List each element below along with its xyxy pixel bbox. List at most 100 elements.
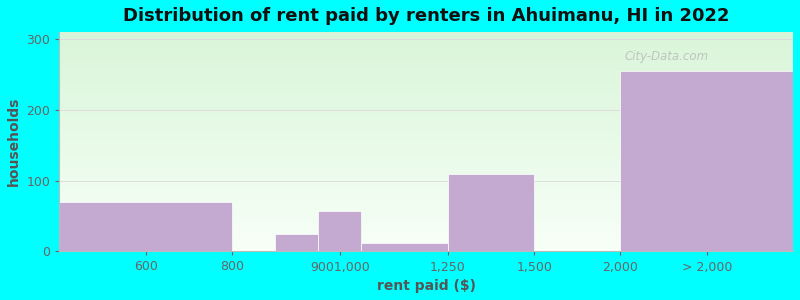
Bar bbox=[59, 228, 793, 230]
Bar bbox=[59, 175, 793, 176]
Bar bbox=[59, 70, 793, 72]
Bar bbox=[59, 163, 793, 164]
Bar bbox=[59, 81, 793, 83]
Bar bbox=[59, 202, 793, 203]
Bar bbox=[59, 189, 793, 190]
Bar bbox=[59, 42, 793, 43]
Bar bbox=[59, 99, 793, 100]
Bar bbox=[59, 215, 793, 216]
Bar bbox=[59, 143, 793, 144]
Bar bbox=[59, 90, 793, 91]
Bar bbox=[59, 49, 793, 50]
Bar bbox=[59, 69, 793, 70]
Bar bbox=[59, 61, 793, 62]
Bar bbox=[59, 56, 793, 57]
Bar bbox=[59, 176, 793, 177]
Bar bbox=[59, 225, 793, 226]
Bar bbox=[59, 219, 793, 220]
Bar bbox=[59, 148, 793, 149]
Bar bbox=[59, 201, 793, 202]
Bar bbox=[318, 211, 362, 251]
Bar bbox=[59, 74, 793, 75]
Bar bbox=[448, 174, 534, 251]
Bar bbox=[59, 119, 793, 120]
Bar bbox=[59, 247, 793, 248]
Bar bbox=[59, 145, 793, 146]
Bar bbox=[59, 50, 793, 51]
Bar bbox=[59, 242, 793, 243]
Bar bbox=[59, 84, 793, 85]
Bar bbox=[59, 66, 793, 67]
Bar bbox=[59, 171, 793, 172]
Bar bbox=[59, 33, 793, 34]
Bar bbox=[59, 92, 793, 94]
Bar bbox=[59, 230, 793, 231]
Bar bbox=[59, 78, 793, 79]
Bar bbox=[59, 34, 793, 35]
Bar bbox=[59, 40, 793, 41]
Bar bbox=[59, 184, 793, 186]
Bar bbox=[59, 58, 793, 59]
Text: City-Data.com: City-Data.com bbox=[624, 50, 709, 63]
Bar bbox=[59, 239, 793, 241]
Bar bbox=[59, 32, 793, 33]
Bar bbox=[59, 218, 793, 219]
Bar bbox=[59, 166, 793, 167]
Bar bbox=[59, 153, 793, 154]
Bar bbox=[59, 123, 793, 124]
Bar bbox=[59, 196, 793, 198]
Bar bbox=[59, 190, 793, 191]
Bar bbox=[59, 107, 793, 108]
Bar bbox=[59, 221, 793, 222]
Bar bbox=[59, 220, 793, 221]
Bar bbox=[59, 154, 793, 155]
Bar bbox=[59, 136, 793, 137]
Bar bbox=[59, 104, 793, 106]
Bar bbox=[59, 122, 793, 123]
Bar bbox=[59, 248, 793, 249]
Bar bbox=[59, 216, 793, 217]
Bar bbox=[59, 113, 793, 114]
Bar bbox=[59, 55, 793, 56]
Bar bbox=[59, 161, 793, 163]
Bar bbox=[59, 114, 793, 116]
Bar bbox=[59, 178, 793, 179]
Bar bbox=[59, 223, 793, 224]
Bar bbox=[59, 131, 793, 132]
Bar bbox=[59, 38, 793, 39]
Bar bbox=[59, 180, 793, 181]
Bar bbox=[59, 118, 793, 119]
Bar bbox=[59, 224, 793, 225]
Bar bbox=[59, 102, 793, 104]
Bar bbox=[59, 139, 793, 140]
Bar bbox=[59, 165, 793, 166]
Bar bbox=[59, 135, 793, 136]
Bar bbox=[59, 250, 793, 251]
Bar bbox=[59, 241, 793, 242]
Bar bbox=[59, 75, 793, 76]
Bar bbox=[59, 181, 793, 182]
Bar bbox=[59, 140, 793, 141]
Bar bbox=[59, 36, 793, 38]
X-axis label: rent paid ($): rent paid ($) bbox=[377, 279, 476, 293]
Bar bbox=[59, 128, 793, 129]
Bar bbox=[59, 137, 793, 139]
Bar bbox=[59, 210, 793, 211]
Bar bbox=[59, 76, 793, 77]
Bar bbox=[59, 101, 793, 102]
Bar bbox=[59, 39, 793, 40]
Bar bbox=[59, 110, 793, 111]
Bar bbox=[59, 206, 793, 208]
Bar bbox=[59, 151, 793, 152]
Bar bbox=[59, 109, 793, 110]
Bar bbox=[59, 88, 793, 89]
Bar bbox=[59, 73, 793, 74]
Bar bbox=[59, 244, 793, 245]
Bar bbox=[59, 169, 793, 170]
Bar bbox=[59, 52, 793, 53]
Bar bbox=[59, 91, 793, 92]
Bar bbox=[59, 152, 793, 153]
Bar bbox=[59, 237, 793, 238]
Bar bbox=[59, 87, 793, 88]
Bar bbox=[59, 46, 793, 47]
